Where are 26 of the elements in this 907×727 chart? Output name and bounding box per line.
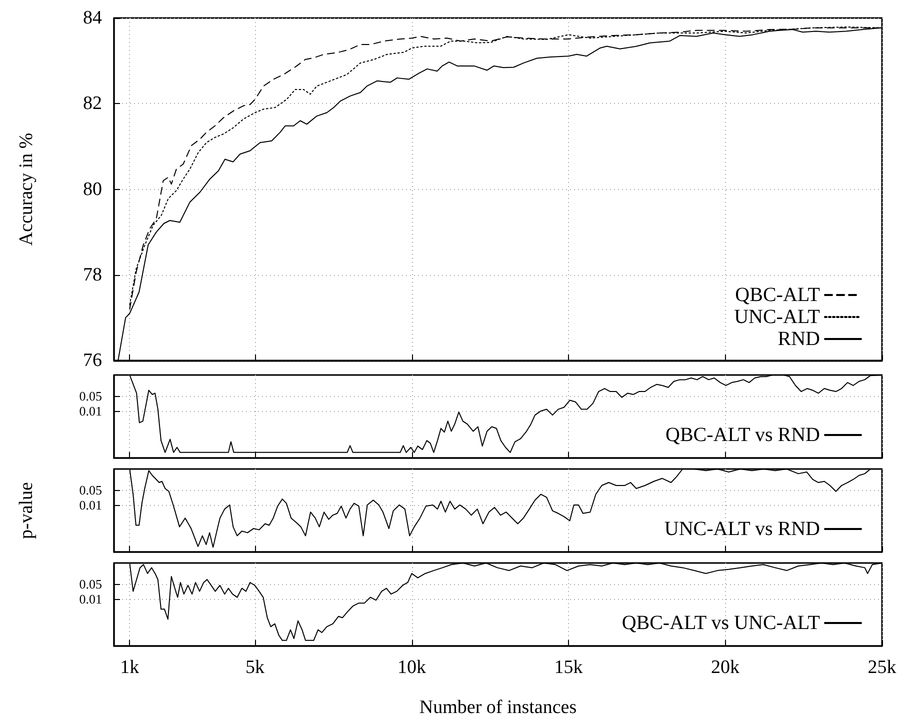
legend-label: QBC-ALT xyxy=(735,284,820,306)
y-tick-label: 0.01 xyxy=(79,591,102,606)
y-tick-label: 0.05 xyxy=(79,388,102,404)
legend-label: QBC-ALT vs UNC-ALT xyxy=(622,612,820,634)
legend-label: QBC-ALT vs RND xyxy=(666,424,820,446)
x-tick-label: 5k xyxy=(246,657,266,678)
x-axis-title: Number of instances xyxy=(419,697,577,718)
y-axis-title: Accuracy in % xyxy=(16,132,37,246)
x-tick-label: 25k xyxy=(868,657,897,678)
y-tick-label: 80 xyxy=(83,178,102,200)
y-tick-label: 0.01 xyxy=(79,403,102,418)
x-tick-label: 20k xyxy=(711,657,740,678)
x-tick-label: 1k xyxy=(120,657,140,678)
y-tick-label: 0.01 xyxy=(79,497,102,512)
legend-label: RND xyxy=(778,328,820,350)
x-tick-label: 10k xyxy=(398,657,427,678)
x-tick-label: 15k xyxy=(554,657,584,678)
y-tick-label: 82 xyxy=(83,93,102,114)
y-tick-label: 76 xyxy=(83,350,102,371)
y-axis-title: p-value xyxy=(16,482,37,539)
legend-label: UNC-ALT xyxy=(734,306,820,328)
legend-label: UNC-ALT vs RND xyxy=(664,518,820,540)
y-tick-label: 0.05 xyxy=(79,576,102,592)
y-tick-label: 0.05 xyxy=(79,482,102,498)
y-tick-label: 78 xyxy=(83,264,102,286)
y-tick-label: 84 xyxy=(83,8,102,28)
